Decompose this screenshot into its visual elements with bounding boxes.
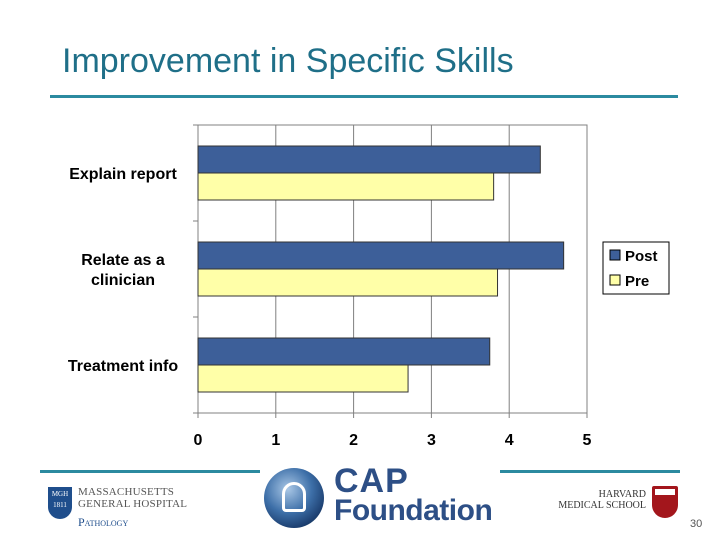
bar-post-1: [197, 241, 565, 270]
slide-title: Improvement in Specific Skills: [62, 42, 514, 80]
mgh-department: Pathology: [78, 515, 129, 529]
legend-label-post: Post: [625, 248, 658, 265]
legend-swatch-pre: [609, 274, 621, 286]
x-tick-label: 0: [194, 432, 203, 449]
x-tick-label: 2: [349, 432, 358, 449]
category-label: Treatment info: [68, 358, 178, 375]
bar-pre-2: [197, 364, 409, 393]
category-label: Explain report: [69, 166, 177, 183]
x-tick-label: 4: [505, 432, 514, 449]
bar-pre-1: [197, 268, 499, 297]
bar-post-2: [197, 337, 491, 366]
mgh-name-line2: GENERAL HOSPITAL: [78, 498, 188, 510]
cap-emblem-icon: [282, 482, 306, 512]
footer-divider-right: [500, 470, 680, 473]
category-label: Relate as a: [81, 252, 165, 269]
hms-shield-icon: [652, 486, 678, 518]
hms-name-line2: MEDICAL SCHOOL: [558, 500, 646, 511]
hms-name-line1: HARVARD: [598, 489, 646, 500]
category-label: clinician: [91, 272, 155, 289]
x-tick-label: 1: [271, 432, 280, 449]
x-tick-label: 5: [583, 432, 592, 449]
legend-label-pre: Pre: [625, 273, 649, 290]
title-divider: [50, 95, 678, 98]
legend-swatch-post: [609, 249, 621, 261]
cap-logo-text-line2: Foundation: [334, 494, 493, 527]
mgh-pathology-logo: MGH 1811 MASSACHUSETTS GENERAL HOSPITAL …: [48, 484, 208, 534]
x-tick-label: 3: [427, 432, 436, 449]
bar-pre-0: [197, 172, 495, 201]
mgh-shield-icon: MGH 1811: [48, 487, 72, 519]
mgh-shield-text: MGH: [51, 490, 69, 498]
mgh-shield-year: 1811: [53, 501, 67, 509]
bar-chart: 0 1 2 3 4 5 Explain report Relate as a clinician…: [68, 124, 670, 449]
footer-divider-left: [40, 470, 260, 473]
bar-post-0: [197, 145, 541, 174]
cap-logo-text-line1: CAP: [334, 462, 409, 500]
page-number: 30: [690, 518, 703, 530]
cap-globe-icon: [264, 468, 324, 528]
mgh-name-line1: MASSACHUSETTS: [78, 486, 175, 498]
